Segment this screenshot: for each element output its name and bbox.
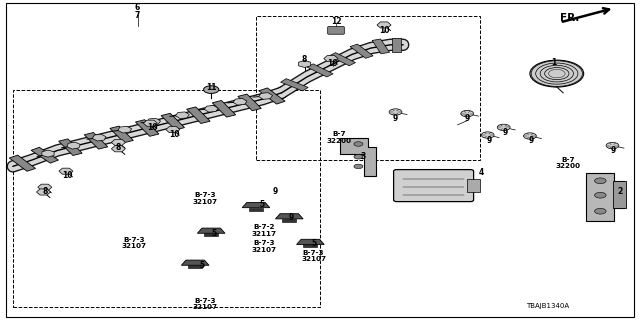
Text: B-7-3
32107: B-7-3 32107 [251, 240, 276, 253]
Text: 8: 8 [42, 188, 47, 196]
Circle shape [606, 142, 619, 149]
Text: 5: 5 [199, 261, 204, 270]
Text: 2: 2 [617, 188, 622, 196]
Text: 9: 9 [465, 114, 470, 123]
Text: 1: 1 [552, 58, 557, 67]
Text: 9: 9 [289, 213, 294, 222]
Circle shape [595, 178, 606, 184]
Polygon shape [181, 260, 209, 265]
Polygon shape [350, 44, 373, 58]
Circle shape [530, 60, 584, 87]
Text: 8: 8 [116, 143, 121, 152]
Polygon shape [307, 64, 333, 77]
Polygon shape [392, 38, 401, 52]
Polygon shape [586, 173, 624, 221]
Circle shape [461, 110, 474, 117]
Text: FR.: FR. [560, 13, 579, 23]
Bar [303, 244, 317, 247]
Circle shape [481, 132, 494, 138]
Circle shape [354, 142, 363, 146]
Text: B-7-2
32117: B-7-2 32117 [251, 224, 276, 237]
Text: 6: 6 [135, 4, 140, 12]
Polygon shape [238, 94, 261, 111]
Bar [188, 265, 202, 268]
Polygon shape [136, 120, 159, 136]
Circle shape [497, 124, 510, 131]
Text: 10: 10 [147, 124, 157, 132]
Polygon shape [280, 79, 308, 91]
Text: TBAJB1340A: TBAJB1340A [525, 303, 569, 308]
Bar [467, 179, 480, 192]
Circle shape [524, 133, 536, 139]
Polygon shape [340, 138, 376, 176]
Polygon shape [9, 155, 36, 171]
Text: 10: 10 [62, 172, 72, 180]
Polygon shape [197, 228, 225, 233]
Circle shape [389, 109, 402, 115]
FancyBboxPatch shape [328, 27, 344, 34]
Polygon shape [31, 147, 58, 163]
Text: B-7-3
32107: B-7-3 32107 [122, 237, 147, 250]
Bar [249, 208, 263, 211]
Polygon shape [212, 100, 236, 117]
Text: 5: 5 [311, 239, 316, 248]
Bar [256, 16, 480, 160]
Bar [282, 219, 296, 222]
Text: B-7-3
32107: B-7-3 32107 [192, 192, 218, 205]
Text: 9: 9 [529, 136, 534, 145]
Polygon shape [259, 88, 285, 104]
Text: 9: 9 [393, 114, 398, 123]
Text: 11: 11 [206, 84, 216, 92]
Polygon shape [187, 107, 210, 124]
Circle shape [354, 164, 363, 169]
Text: B-7
32200: B-7 32200 [556, 157, 581, 170]
Polygon shape [84, 132, 108, 149]
Circle shape [595, 192, 606, 198]
Circle shape [204, 86, 219, 93]
Polygon shape [296, 239, 324, 244]
Circle shape [354, 155, 363, 159]
Polygon shape [110, 126, 133, 143]
Bar [13, 90, 320, 307]
Text: 12: 12 [331, 17, 341, 26]
Text: 10: 10 [379, 26, 389, 35]
Text: 4: 4 [479, 168, 484, 177]
Text: 9: 9 [487, 136, 492, 145]
Bar [204, 233, 218, 236]
Text: 9: 9 [611, 146, 616, 155]
Text: 9: 9 [503, 128, 508, 137]
Text: 9: 9 [273, 188, 278, 196]
Text: B-7-3
32107: B-7-3 32107 [192, 298, 218, 310]
Text: 3: 3 [360, 152, 365, 161]
Circle shape [595, 208, 606, 214]
Text: B-7
32200: B-7 32200 [326, 131, 352, 144]
Text: B-7-3
32107: B-7-3 32107 [301, 250, 326, 262]
Polygon shape [372, 39, 390, 54]
Bar [613, 181, 626, 208]
FancyBboxPatch shape [394, 170, 474, 202]
Polygon shape [59, 139, 82, 156]
Polygon shape [329, 52, 356, 66]
Polygon shape [242, 203, 270, 208]
Text: 7: 7 [135, 11, 140, 20]
Text: 5: 5 [212, 229, 217, 238]
Polygon shape [275, 214, 303, 219]
Text: 10: 10 [328, 60, 338, 68]
Polygon shape [161, 113, 184, 130]
Text: 5: 5 [260, 200, 265, 209]
Text: 8: 8 [302, 55, 307, 64]
Text: 10: 10 [169, 130, 179, 139]
